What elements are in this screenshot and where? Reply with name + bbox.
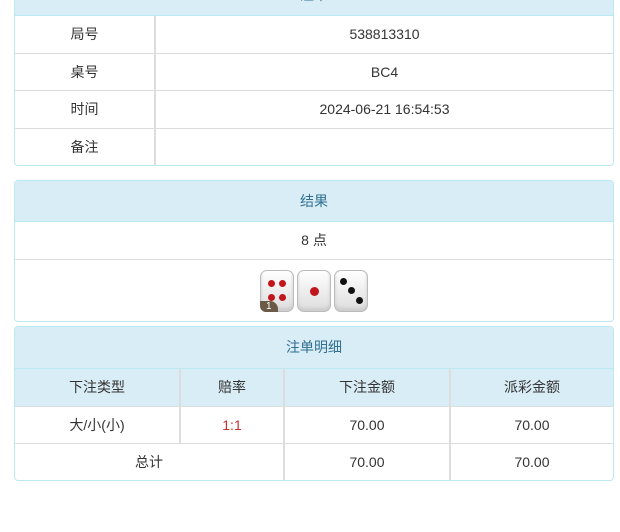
result-panel-title: 结果 [15, 181, 613, 222]
time-label: 时间 [15, 89, 155, 128]
total-label: 总计 [15, 442, 284, 480]
remark-value [154, 127, 613, 165]
round-value: 538813310 [154, 16, 613, 53]
order-panel-title: 注单 [15, 0, 613, 16]
total-payout: 70.00 [449, 442, 613, 480]
dice-badge: 1 [260, 300, 278, 312]
header-bet-type: 下注类型 [69, 379, 125, 396]
order-table: 局号 538813310 桌号 BC4 时间 2024-06-21 16:54:53 … [15, 16, 613, 165]
die-four-icon: 1 [260, 269, 294, 312]
payout: 70.00 [449, 405, 613, 443]
header-bet-amount: 下注金额 [283, 369, 450, 406]
round-label: 局号 [70, 26, 99, 43]
dice-row: 1 [15, 260, 613, 321]
time-value: 2024-06-21 16:54:53 [154, 89, 613, 128]
table-label: 桌号 [15, 52, 155, 90]
table-row: 大/小(小) 1:1 70.00 70.00 [15, 405, 613, 443]
header-payout: 派彩金额 [449, 369, 613, 406]
table-value: BC4 [154, 52, 613, 90]
result-panel: 结果 8 点 1 [14, 180, 614, 322]
die-one-icon [297, 269, 331, 312]
die-three-icon [334, 269, 368, 312]
total-bet: 70.00 [283, 442, 450, 480]
detail-panel-title: 注单明细 [15, 327, 613, 369]
detail-panel: 注单明细 下注类型 赔率 下注金额 派彩金额 大/小(小) 1:1 70.00 … [14, 326, 614, 481]
odds: 1:1 [179, 405, 284, 443]
bet-amount: 70.00 [283, 405, 450, 443]
header-odds: 赔率 [179, 369, 284, 406]
result-points: 8 点 [15, 222, 613, 260]
detail-table: 下注类型 赔率 下注金额 派彩金额 大/小(小) 1:1 70.00 70.00… [15, 369, 613, 480]
bet-type: 大/小(小) [15, 405, 180, 443]
remark-label: 备注 [15, 127, 155, 165]
total-row: 总计 70.00 70.00 [15, 442, 613, 480]
